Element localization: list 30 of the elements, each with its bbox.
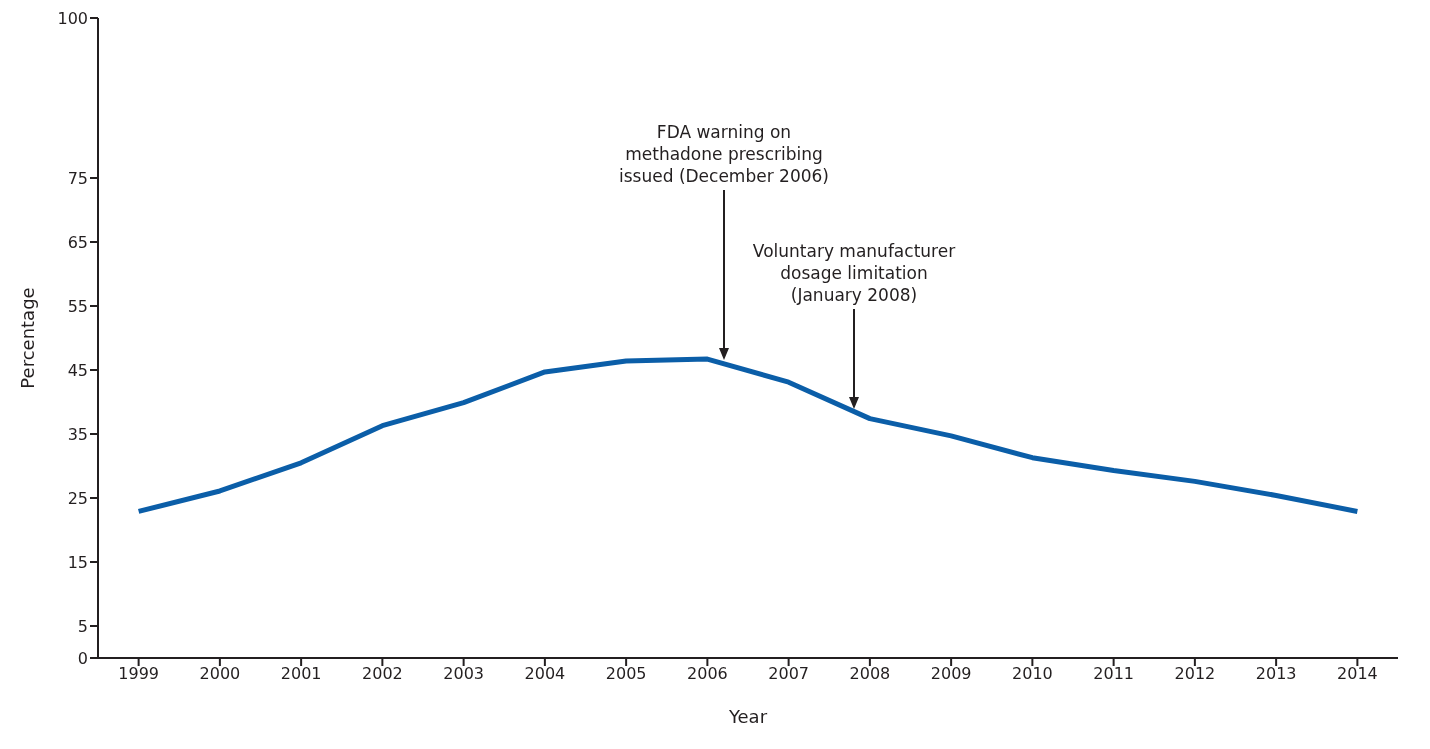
x-tick-label: 2005 [605, 664, 647, 684]
x-tick-label: 2008 [849, 664, 891, 684]
x-tick-label: 2003 [443, 664, 484, 684]
y-tick-label: 25 [67, 488, 88, 508]
annotation: FDA warning on methadone prescribing issued (December 2006) [619, 122, 829, 186]
x-tick-label: 1999 [118, 664, 159, 684]
y-tick-label: 5 [77, 616, 88, 636]
x-tick-label: 2004 [524, 664, 566, 684]
y-tick-label: 35 [67, 424, 88, 444]
x-tick-label: 2014 [1337, 664, 1378, 684]
x-tick-label: 2012 [1174, 664, 1216, 684]
x-tick-label: 2013 [1255, 664, 1297, 684]
x-tick-label: 2006 [687, 664, 728, 684]
y-axis-title: Percentage [17, 287, 39, 389]
y-tick-label: 45 [67, 360, 88, 380]
y-tick-label: 100 [57, 8, 88, 28]
x-tick-label: 2002 [362, 664, 403, 684]
x-tick-label: 2001 [280, 664, 322, 684]
y-tick-label: 0 [77, 648, 88, 668]
x-tick-label: 2011 [1093, 664, 1134, 684]
y-tick-label: 55 [67, 296, 88, 316]
y-tick-label: 65 [67, 232, 88, 252]
x-tick-label: 2000 [199, 664, 241, 684]
y-tick-label: 15 [67, 552, 88, 572]
y-tick-label: 75 [67, 168, 88, 188]
x-tick-label: 2010 [1012, 664, 1053, 684]
annotation: Voluntary manufacturer dosage limitation (January 2008) [752, 241, 956, 305]
x-tick-label: 2009 [930, 664, 972, 684]
x-tick-label: 2007 [768, 664, 809, 684]
x-axis-title: Year [727, 706, 768, 727]
